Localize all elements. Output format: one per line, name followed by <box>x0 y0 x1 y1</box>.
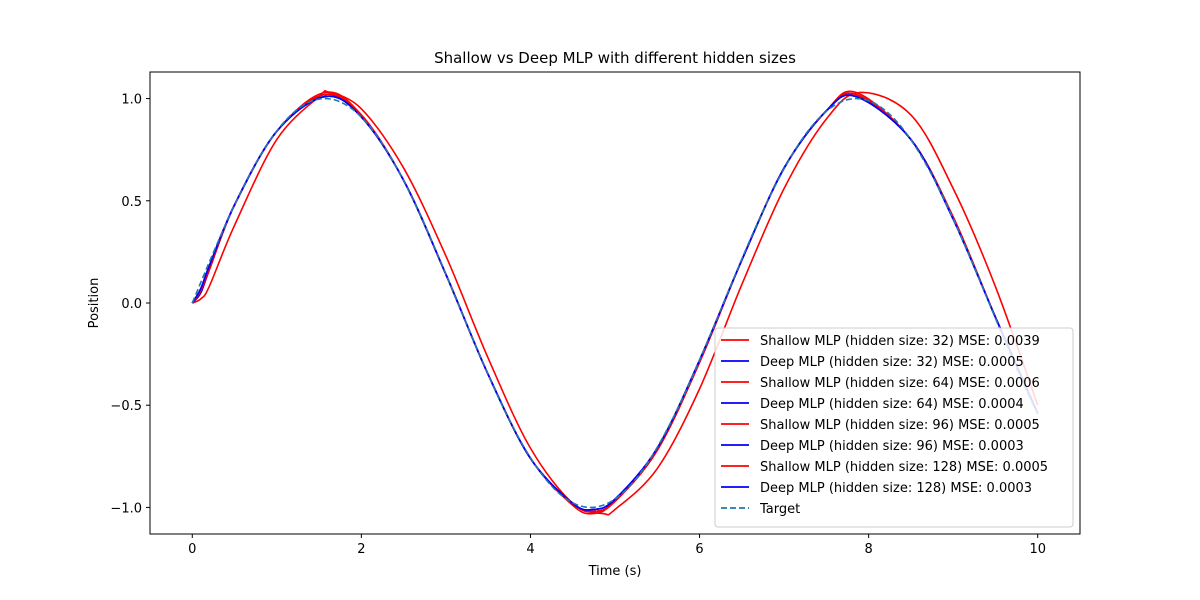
y-axis: −1.0 −0.5 0.0 0.5 1.0 <box>110 93 150 516</box>
chart-title: Shallow vs Deep MLP with different hidde… <box>434 49 796 67</box>
legend-label: Shallow MLP (hidden size: 32) MSE: 0.003… <box>760 334 1040 349</box>
y-tick-label: 0.5 <box>121 195 142 210</box>
x-axis-label: Time (s) <box>588 564 642 579</box>
legend-label: Deep MLP (hidden size: 96) MSE: 0.0003 <box>760 439 1024 454</box>
y-axis-label: Position <box>87 278 102 329</box>
x-tick-label: 6 <box>695 542 703 557</box>
y-tick-label: −1.0 <box>110 501 142 516</box>
legend-label: Shallow MLP (hidden size: 64) MSE: 0.000… <box>760 376 1040 391</box>
legend-box <box>714 327 1074 528</box>
legend-label: Shallow MLP (hidden size: 96) MSE: 0.000… <box>760 418 1040 433</box>
legend: Shallow MLP (hidden size: 32) MSE: 0.003… <box>714 327 1074 528</box>
x-axis: 0 2 4 6 8 10 <box>188 534 1046 557</box>
y-tick-label: −0.5 <box>110 399 142 414</box>
x-tick-label: 8 <box>864 542 872 557</box>
legend-label: Shallow MLP (hidden size: 128) MSE: 0.00… <box>760 460 1048 475</box>
legend-label: Target <box>759 502 800 517</box>
x-tick-label: 0 <box>188 542 196 557</box>
legend-label: Deep MLP (hidden size: 32) MSE: 0.0005 <box>760 355 1024 370</box>
y-tick-label: 0.0 <box>121 297 142 312</box>
x-tick-label: 4 <box>526 542 534 557</box>
x-tick-label: 10 <box>1029 542 1046 557</box>
legend-label: Deep MLP (hidden size: 128) MSE: 0.0003 <box>760 481 1032 496</box>
y-tick-label: 1.0 <box>121 93 142 108</box>
x-tick-label: 2 <box>357 542 365 557</box>
series-line-9 <box>191 97 1039 509</box>
legend-label: Deep MLP (hidden size: 64) MSE: 0.0004 <box>760 397 1024 412</box>
plot-series <box>191 89 1039 516</box>
